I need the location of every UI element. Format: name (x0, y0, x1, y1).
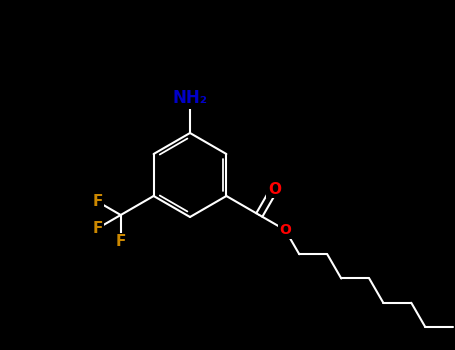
Text: F: F (92, 221, 102, 236)
Text: O: O (268, 182, 281, 196)
Text: O: O (279, 223, 291, 237)
Text: F: F (116, 234, 126, 250)
Text: F: F (92, 194, 102, 209)
Text: NH₂: NH₂ (172, 89, 207, 107)
